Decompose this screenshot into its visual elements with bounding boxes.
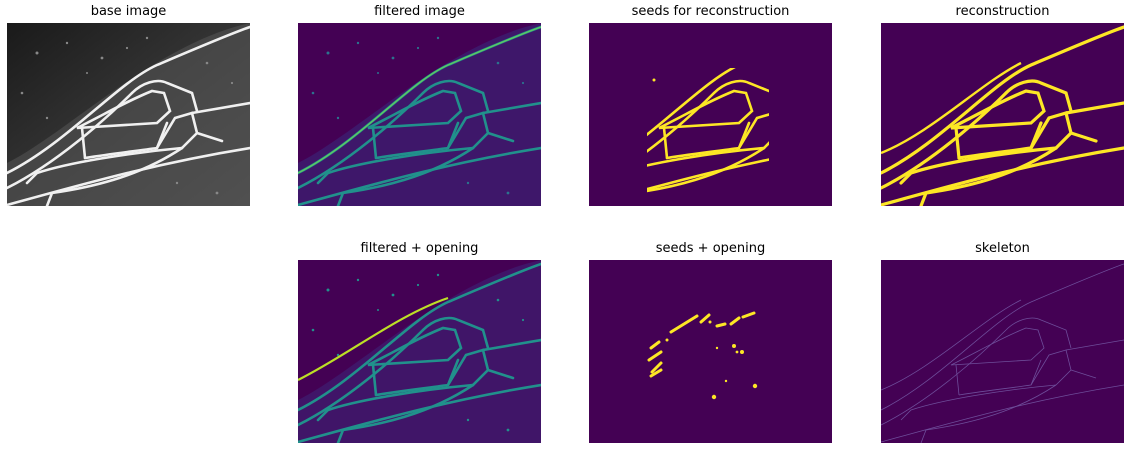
panel-skeleton: skeleton (881, 241, 1124, 443)
seeds-opening-plot (589, 260, 832, 443)
panel-seeds-opening: seeds + opening (589, 241, 832, 443)
panel-title: base image (90, 4, 167, 19)
panel-title: filtered + opening (360, 241, 479, 256)
panel-title: seeds + opening (655, 241, 766, 256)
seeds-plot (589, 23, 832, 206)
skeleton-plot (881, 260, 1124, 443)
panel-filtered-image: filtered image (298, 4, 541, 206)
reconstruction-plot (881, 23, 1124, 206)
panel-title: reconstruction (955, 4, 1050, 19)
panel-seeds-for-reconstruction: seeds for reconstruction (589, 4, 832, 206)
panel-title: seeds for reconstruction (631, 4, 790, 19)
panel-title: skeleton (975, 241, 1030, 256)
panel-title: filtered image (374, 4, 465, 19)
panel-reconstruction: reconstruction (881, 4, 1124, 206)
filtered-image-plot (298, 23, 541, 206)
panel-filtered-opening: filtered + opening (298, 241, 541, 443)
base-image-plot (7, 23, 250, 206)
panel-base-image: base image (7, 4, 250, 206)
filtered-opening-plot (298, 260, 541, 443)
